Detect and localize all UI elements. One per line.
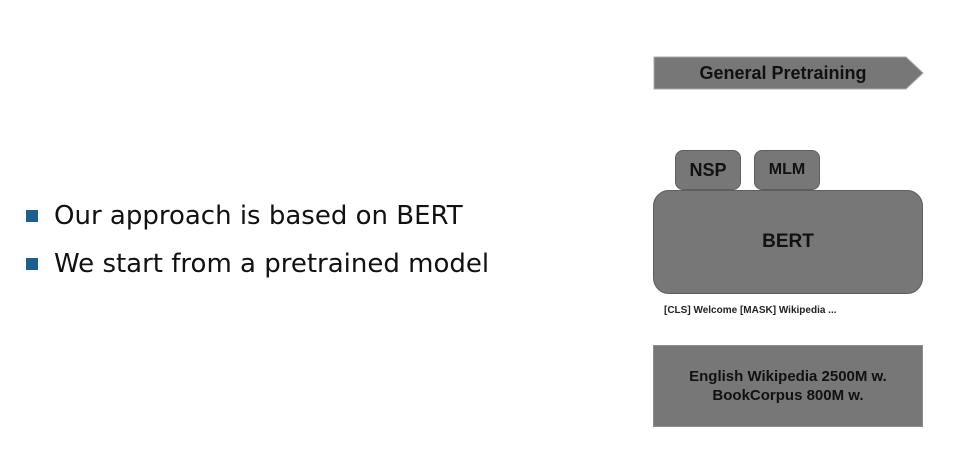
mlm-head-box: MLM [754,150,820,190]
arrow-banner-shape [653,56,924,90]
bullet-item: Our approach is based on BERT [24,196,489,244]
bullet-item: We start from a pretrained model [24,244,489,292]
bert-model-box: BERT [653,190,923,294]
corpus-line-wikipedia: English Wikipedia 2500M w. [689,368,887,385]
bullet-list: Our approach is based on BERT We start f… [24,196,489,292]
nsp-head-box: NSP [675,150,741,190]
bullet-text: We start from a pretrained model [54,249,490,279]
banner-label: General Pretraining [699,63,867,83]
corpus-box: English Wikipedia 2500M w. BookCorpus 80… [653,345,923,427]
bullet-text: Our approach is based on BERT [54,201,463,231]
corpus-line-bookcorpus: BookCorpus 800M w. [712,387,864,404]
input-token-sequence: [CLS] Welcome [MASK] Wikipedia ... [664,305,837,316]
square-bullet-icon [26,258,38,270]
general-pretraining-banner: General Pretraining [653,56,924,90]
square-bullet-icon [26,210,38,222]
pretraining-diagram: General Pretraining NSP MLM BERT [CLS] W… [650,52,930,432]
